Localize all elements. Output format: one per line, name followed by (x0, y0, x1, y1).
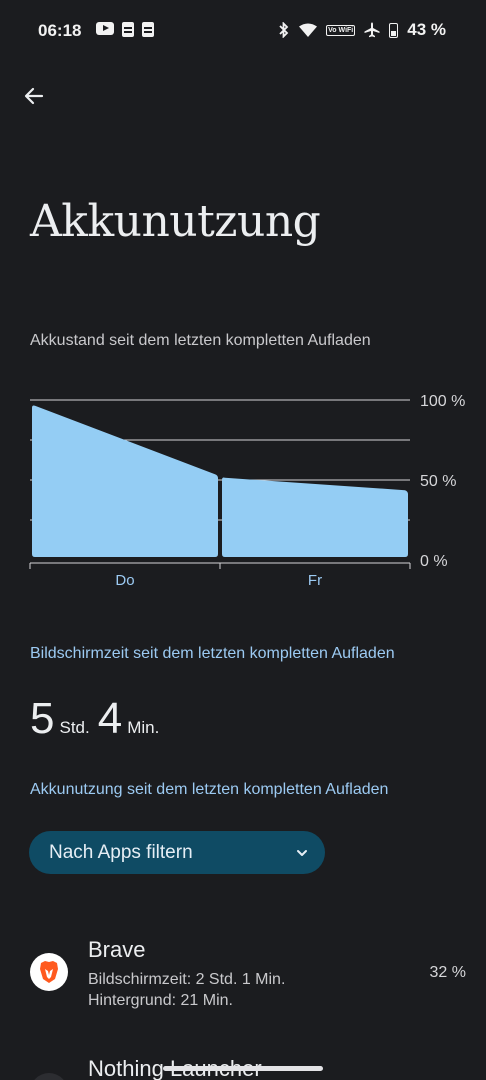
screen-time-hours-unit: Std. (59, 718, 90, 737)
youtube-icon (96, 22, 114, 35)
chart-caption: Akkustand seit dem letzten kompletten Au… (30, 332, 371, 349)
app-screen-time: Bildschirmzeit: 2 Std. 1 Min. (88, 971, 286, 988)
screen-time-minutes: 4 (97, 694, 123, 743)
x-tick-label: Do (115, 572, 134, 589)
wifi-icon (299, 23, 318, 37)
filter-label: Nach Apps filtern (49, 841, 193, 863)
x-tick-label: Fr (308, 572, 322, 589)
y-tick-label: 100 % (420, 393, 465, 410)
vowifi-icon: Vo WiFi (326, 24, 356, 36)
screen-time-minutes-unit: Min. (127, 718, 160, 737)
airplane-icon (364, 22, 380, 38)
battery-icon (389, 22, 399, 38)
arrow-left-icon (24, 87, 44, 105)
y-tick-label: 0 % (420, 553, 448, 570)
app-name: Brave (88, 937, 146, 962)
y-tick-label: 50 % (420, 473, 456, 490)
battery-percent: 43 % (407, 20, 446, 39)
screen-time-hours: 5 (30, 694, 55, 743)
app-usage-row[interactable]: Brave Bildschirmzeit: 2 Std. 1 Min. Hint… (0, 930, 486, 1020)
message-icon (122, 22, 134, 37)
brave-lion-icon (30, 953, 68, 991)
notification-icons (96, 22, 154, 37)
app-percent: 32 % (429, 964, 466, 981)
battery-area-do (32, 405, 218, 557)
back-button[interactable] (22, 84, 46, 108)
bluetooth-icon (279, 22, 289, 38)
nothing-launcher-icon (30, 1073, 68, 1080)
app-background-time: Hintergrund: 21 Min. (88, 992, 233, 1009)
screen-time-value: 5 Std. 4 Min. (30, 694, 167, 744)
system-icons: Vo WiFi 43 % (278, 20, 446, 40)
usage-heading: Akkunutzung seit dem letzten kompletten … (30, 781, 389, 798)
chevron-down-icon (297, 849, 307, 856)
status-time: 06:18 (38, 21, 82, 40)
battery-level-chart: Do Fr 100 % 50 % 0 % (29, 393, 465, 589)
battery-area-fr (222, 477, 408, 557)
filter-apps-dropdown[interactable]: Nach Apps filtern (29, 831, 325, 874)
screen-time-heading: Bildschirmzeit seit dem letzten komplett… (30, 645, 395, 662)
page-title: Akkunutzung (30, 196, 321, 247)
message-icon (142, 22, 154, 37)
gesture-bar[interactable] (163, 1066, 323, 1071)
